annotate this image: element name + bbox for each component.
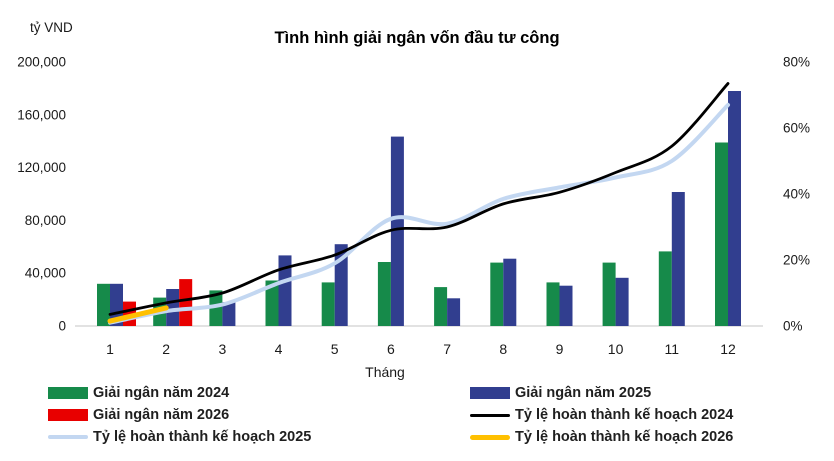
bar-2025-m1 bbox=[110, 283, 123, 326]
legend-item-giai-ngan-nam-2024: Giải ngân năm 2024 bbox=[48, 385, 470, 401]
legend-label: Giải ngân năm 2026 bbox=[93, 407, 230, 423]
bar-2024-m5 bbox=[321, 282, 335, 326]
x-axis-tick-month-6: 6 bbox=[387, 341, 395, 357]
x-axis-tick-month-1: 1 bbox=[106, 341, 114, 357]
bar-2024-m10 bbox=[602, 262, 616, 326]
bar-2024-m12 bbox=[715, 142, 728, 326]
bar-2025-m4 bbox=[278, 255, 292, 326]
bar-2024-m11 bbox=[658, 251, 672, 326]
bar-2024-m9 bbox=[546, 282, 560, 326]
right-axis-tick: 80% bbox=[783, 55, 810, 70]
x-axis-tick-month-12: 12 bbox=[720, 341, 736, 357]
bar-2024-m4 bbox=[265, 280, 279, 326]
x-axis-tick-month-7: 7 bbox=[443, 341, 451, 357]
legend-line-swatch bbox=[470, 413, 510, 417]
x-axis-tick-month-3: 3 bbox=[219, 341, 227, 357]
legend-bar-swatch bbox=[470, 387, 510, 399]
bar-2026-m2 bbox=[179, 279, 193, 326]
bar-2025-m7 bbox=[447, 298, 461, 326]
bar-2025-m11 bbox=[671, 192, 685, 326]
right-axis-tick: 60% bbox=[783, 121, 810, 136]
x-axis-tick-month-4: 4 bbox=[275, 341, 283, 357]
line-2025 bbox=[108, 102, 730, 325]
x-axis-tick-month-11: 11 bbox=[665, 341, 680, 357]
legend-item-ty-le-hoan-thanh-ke-hoach-2026: Tỷ lệ hoàn thành kế hoạch 2026 bbox=[470, 429, 733, 445]
chart-title: Tình hình giải ngân vốn đầu tư công bbox=[274, 29, 560, 47]
legend-label: Tỷ lệ hoàn thành kế hoạch 2026 bbox=[515, 429, 734, 445]
bar-2024-m7 bbox=[434, 287, 448, 326]
legend-label: Tỷ lệ hoàn thành kế hoạch 2024 bbox=[515, 407, 734, 423]
left-axis-tick: 120,000 bbox=[17, 160, 66, 175]
legend-label: Giải ngân năm 2024 bbox=[93, 385, 230, 401]
legend-line-swatch bbox=[470, 434, 510, 440]
x-axis-tick-month-5: 5 bbox=[331, 341, 339, 357]
legend-item-giai-ngan-nam-2025: Giải ngân năm 2025 bbox=[470, 385, 733, 401]
bar-2025-m9 bbox=[559, 285, 573, 326]
legend-item-ty-le-hoan-thanh-ke-hoach-2025: Tỷ lệ hoàn thành kế hoạch 2025 bbox=[48, 429, 470, 445]
line-2026 bbox=[107, 305, 169, 324]
left-axis-tick: 40,000 bbox=[25, 266, 66, 281]
bar-2024-m3 bbox=[209, 290, 223, 326]
legend-bar-swatch bbox=[48, 409, 88, 421]
chart-legend: Giải ngân năm 2024 Giải ngân năm 2025 Giải… bbox=[48, 382, 733, 448]
bar-2025-m3 bbox=[222, 302, 236, 326]
line-2024 bbox=[108, 82, 730, 316]
left-axis-tick: 80,000 bbox=[25, 213, 66, 228]
legend-item-ty-le-hoan-thanh-ke-hoach-2024: Tỷ lệ hoàn thành kế hoạch 2024 bbox=[470, 407, 733, 423]
plot-area: 0 40,000 80,000 120,000 160,000 200,000 0% 20% 4… bbox=[17, 55, 810, 358]
right-axis-tick: 0% bbox=[783, 319, 803, 334]
x-axis-title: Tháng bbox=[365, 364, 405, 380]
x-axis-tick-month-8: 8 bbox=[499, 341, 507, 357]
x-axis-tick-month-9: 9 bbox=[556, 341, 564, 357]
left-axis-unit-label: tỷ VND bbox=[30, 20, 73, 35]
bar-2024-m6 bbox=[377, 262, 391, 326]
right-axis-tick: 40% bbox=[783, 187, 810, 202]
legend-line-swatch bbox=[48, 435, 88, 439]
bar-2025-m5 bbox=[334, 244, 348, 326]
legend-label: Tỷ lệ hoàn thành kế hoạch 2025 bbox=[93, 429, 312, 445]
right-axis-tick: 20% bbox=[783, 253, 810, 268]
bar-2025-m12 bbox=[728, 91, 741, 326]
x-axis-tick-month-2: 2 bbox=[162, 341, 170, 357]
bar-2024-m8 bbox=[490, 262, 504, 326]
left-axis-tick: 0 bbox=[58, 319, 66, 334]
legend-bar-swatch bbox=[48, 387, 88, 399]
legend-label: Giải ngân năm 2025 bbox=[515, 385, 652, 401]
left-axis-tick: 200,000 bbox=[17, 55, 66, 70]
bar-2025-m8 bbox=[503, 258, 517, 326]
bar-2024-m1 bbox=[97, 283, 110, 326]
bar-2025-m2 bbox=[166, 289, 180, 326]
legend-item-giai-ngan-nam-2026: Giải ngân năm 2026 bbox=[48, 407, 470, 423]
bar-2025-m6 bbox=[390, 136, 404, 326]
x-axis-tick-month-10: 10 bbox=[608, 341, 624, 357]
bar-2025-m10 bbox=[615, 277, 629, 326]
left-axis-tick: 160,000 bbox=[17, 107, 66, 122]
